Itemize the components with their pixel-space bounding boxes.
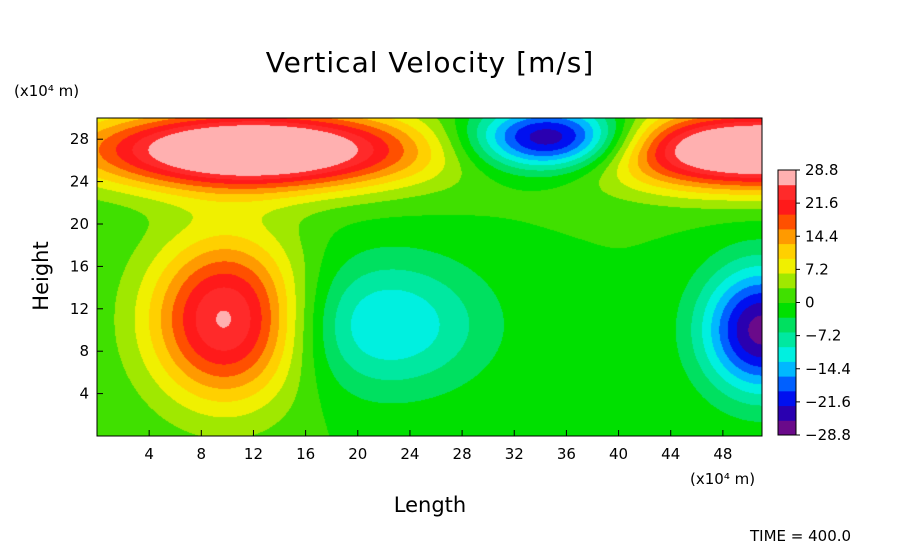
plot-frame [96,117,763,437]
colorbar: 28.8 21.6 14.4 7.2 0 −7.2 −14.4 −21.6 −28.8 [777,161,851,444]
colorbar-swatch [778,170,796,186]
colorbar-tick-label: 28.8 [805,161,838,179]
x-tick-label: 48 [713,445,732,463]
colorbar-swatch [778,273,796,289]
colorbar-swatch [778,361,796,377]
heatmap-field [97,118,762,436]
colorbar-swatch [778,302,796,318]
y-tick-label: 16 [70,257,89,275]
x-axis-label: Length [394,493,466,517]
colorbar-swatch [778,199,796,215]
x-tick-label: 32 [505,445,524,463]
x-tick-group: 4 8 12 16 20 24 28 32 36 40 44 48 [144,430,732,463]
colorbar-swatch [778,287,796,303]
colorbar-swatch [778,376,796,392]
colorbar-swatch [778,420,796,436]
x-tick-label: 28 [453,445,472,463]
colorbar-tick-label: 21.6 [805,194,838,212]
time-annotation: TIME = 400.0 [749,527,851,544]
colorbar-tick-label: 14.4 [805,227,838,245]
colorbar-tick-label: 7.2 [805,260,829,278]
x-tick-label: 16 [296,445,315,463]
y-axis-label: Height [29,241,53,310]
colorbar-swatch [778,243,796,259]
y-tick-label: 12 [70,300,89,318]
colorbar-swatch [778,346,796,362]
x-tick-label: 12 [244,445,263,463]
colorbar-tick-label: −21.6 [805,393,851,411]
x-tick-label: 20 [348,445,367,463]
x-unit-label: (x10⁴ m) [690,470,755,488]
colorbar-swatch [778,317,796,333]
colorbar-tick-label: −28.8 [805,426,851,444]
colorbar-swatch [778,331,796,348]
colorbar-swatch [778,258,796,274]
y-tick-label: 28 [70,130,89,148]
y-tick-label: 8 [79,342,89,360]
x-tick-label: 44 [661,445,680,463]
x-tick-label: 4 [144,445,154,463]
x-tick-label: 40 [609,445,628,463]
y-tick-label: 4 [79,385,89,403]
colorbar-swatch [778,184,796,200]
y-tick-label: 24 [70,173,89,191]
y-tick-label: 20 [70,215,89,233]
x-tick-label: 24 [400,445,419,463]
colorbar-tick-label: 0 [805,294,815,312]
colorbar-swatch [778,228,796,245]
colorbar-swatch [778,214,796,230]
chart-title: Vertical Velocity [m/s] [266,46,595,79]
colorbar-tick-label: −7.2 [805,327,841,345]
colorbar-swatch [778,405,796,421]
colorbar-tick-label: −14.4 [805,360,851,378]
x-tick-label: 36 [557,445,576,463]
y-unit-label: (x10⁴ m) [14,82,79,100]
x-tick-label: 8 [197,445,207,463]
colorbar-swatch [778,390,796,407]
y-tick-group: 4 8 12 16 20 24 28 [70,130,103,403]
